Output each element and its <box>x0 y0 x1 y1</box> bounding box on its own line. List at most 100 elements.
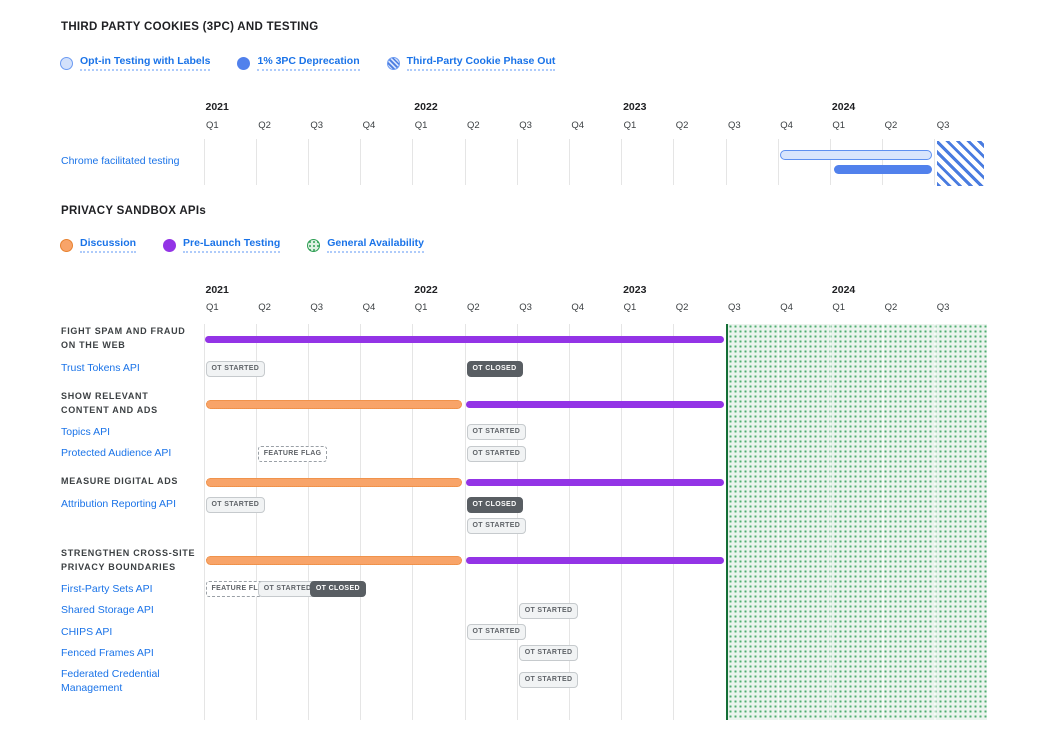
phase-bar-pre-launch-testing <box>465 401 724 408</box>
phase-bar-discussion <box>205 556 462 565</box>
quarter-label: Q2 <box>675 120 689 131</box>
outline-orange-swatch-icon <box>60 238 73 252</box>
quarter-gridline <box>777 139 779 185</box>
quarter-label: Q3 <box>310 120 324 131</box>
quarter-gridline <box>203 139 205 185</box>
quarter-label: Q1 <box>623 120 637 131</box>
phase-bar-pre-launch-testing <box>465 479 724 486</box>
quarter-label: Q2 <box>675 302 689 313</box>
group-label: CONTENT AND ADS <box>61 404 158 415</box>
row-link-chrome-facilitated-testing[interactable]: Chrome facilitated testing <box>61 155 180 167</box>
api-link-protected-audience-api[interactable]: Protected Audience API <box>61 447 172 459</box>
legend-item-dot-green[interactable]: General Availability <box>307 237 424 253</box>
milestone-badge-closed: OT CLOSED <box>466 361 523 377</box>
quarter-gridline <box>829 139 831 185</box>
milestone-badge-flag: FEATURE FLAG <box>257 446 328 462</box>
phase-bar-discussion <box>205 400 462 409</box>
quarter-label: Q3 <box>728 302 741 313</box>
quarter-label: Q3 <box>310 302 324 313</box>
quarter-gridline <box>568 139 570 185</box>
quarter-label: Q3 <box>936 302 950 313</box>
timeline-bar-cookie-phase-out <box>937 141 985 186</box>
quarter-label: Q4 <box>571 120 585 131</box>
milestone-badge-closed: OT CLOSED <box>309 581 366 597</box>
solid-purple-swatch-icon <box>163 238 177 252</box>
quarter-label: Q3 <box>519 120 532 131</box>
quarter-label: Q4 <box>780 120 793 131</box>
quarter-gridline <box>464 139 466 185</box>
quarter-label: Q4 <box>362 120 376 131</box>
quarter-label: Q2 <box>884 120 898 131</box>
legend-label: Opt-in Testing with Labels <box>80 55 211 71</box>
api-link-fenced-frames-api[interactable]: Fenced Frames API <box>61 647 154 659</box>
milestone-badge-open: OT STARTED <box>518 603 579 619</box>
quarter-label: Q1 <box>832 302 846 313</box>
quarter-gridline <box>621 139 623 185</box>
quarter-gridline <box>516 139 518 185</box>
group-label: ON THE WEB <box>61 339 126 350</box>
api-link-first-party-sets-api[interactable]: First-Party Sets API <box>61 583 153 595</box>
legend-label: General Availability <box>327 237 424 253</box>
group-label: STRENGTHEN CROSS-SITE <box>61 548 196 558</box>
quarter-label: Q2 <box>258 302 271 313</box>
quarter-label: Q1 <box>414 120 428 131</box>
quarter-label: Q1 <box>832 120 846 131</box>
legend-item-solid-blue[interactable]: 1% 3PC Deprecation <box>237 55 360 71</box>
quarter-label: Q2 <box>258 120 271 131</box>
legend-item-outline-orange[interactable]: Discussion <box>60 237 137 253</box>
quarter-label: Q4 <box>571 302 585 313</box>
api-link-attribution-reporting-api[interactable]: Attribution Reporting API <box>61 498 176 510</box>
legend-3pc: Opt-in Testing with Labels 1% 3PC Depreca… <box>60 55 556 71</box>
ga-quarter-gridline <box>934 324 936 720</box>
section-3pc-title: THIRD PARTY COOKIES (3PC) AND TESTING <box>61 21 319 33</box>
year-label: 2023 <box>623 284 647 296</box>
hatch-blue-swatch-icon <box>386 56 400 70</box>
general-availability-region <box>726 324 987 720</box>
group-label: MEASURE DIGITAL ADS <box>61 476 179 486</box>
quarter-label: Q3 <box>728 120 741 131</box>
quarter-label: Q2 <box>467 302 480 313</box>
api-link-chips-api[interactable]: CHIPS API <box>61 626 113 638</box>
dot-green-swatch-icon <box>307 238 321 252</box>
milestone-badge-open: OT STARTED <box>205 361 266 377</box>
api-link-shared-storage-api[interactable]: Shared Storage API <box>61 604 154 616</box>
quarter-gridline <box>725 139 727 185</box>
quarter-gridline <box>307 139 309 185</box>
api-link-federated-credential-management[interactable]: Federated Credential <box>61 668 160 680</box>
quarter-gridline <box>203 324 205 720</box>
outline-blue-swatch-icon <box>60 56 73 70</box>
quarter-gridline <box>412 324 414 720</box>
milestone-badge-open: OT STARTED <box>518 672 579 688</box>
quarter-label: Q1 <box>414 302 428 313</box>
phase-bar-discussion <box>205 478 462 487</box>
api-link-trust-tokens-api[interactable]: Trust Tokens API <box>61 362 140 374</box>
api-link-topics-api[interactable]: Topics API <box>61 426 111 438</box>
phase-bar-pre-launch-testing <box>204 336 724 343</box>
milestone-badge-open: OT STARTED <box>466 624 527 640</box>
year-label: 2023 <box>623 101 647 113</box>
quarter-gridline <box>673 139 675 185</box>
quarter-gridline <box>255 324 257 720</box>
quarter-label: Q4 <box>780 302 793 313</box>
legend-label: Pre-Launch Testing <box>183 237 281 253</box>
milestone-badge-open: OT STARTED <box>257 581 318 597</box>
legend-item-solid-purple[interactable]: Pre-Launch Testing <box>163 237 281 253</box>
year-label: 2021 <box>205 284 229 296</box>
milestone-badge-closed: OT CLOSED <box>466 497 523 513</box>
quarter-label: Q1 <box>206 120 219 131</box>
quarter-gridline <box>307 324 309 720</box>
quarter-gridline <box>255 139 257 185</box>
api-link-federated-credential-management[interactable]: Management <box>61 681 123 694</box>
quarter-gridline <box>673 324 675 720</box>
year-label: 2021 <box>205 101 229 113</box>
quarter-label: Q4 <box>362 302 376 313</box>
year-label: 2022 <box>414 101 438 113</box>
ga-quarter-gridline <box>882 324 884 720</box>
solid-blue-swatch-icon <box>237 56 251 70</box>
legend-item-outline-blue[interactable]: Opt-in Testing with Labels <box>60 55 211 71</box>
timeline-bar-1pct-deprecation <box>833 165 933 174</box>
quarter-label: Q3 <box>519 302 532 313</box>
section-apis-title: PRIVACY SANDBOX APIs <box>61 205 207 217</box>
legend-item-hatch-blue[interactable]: Third-Party Cookie Phase Out <box>386 55 556 71</box>
